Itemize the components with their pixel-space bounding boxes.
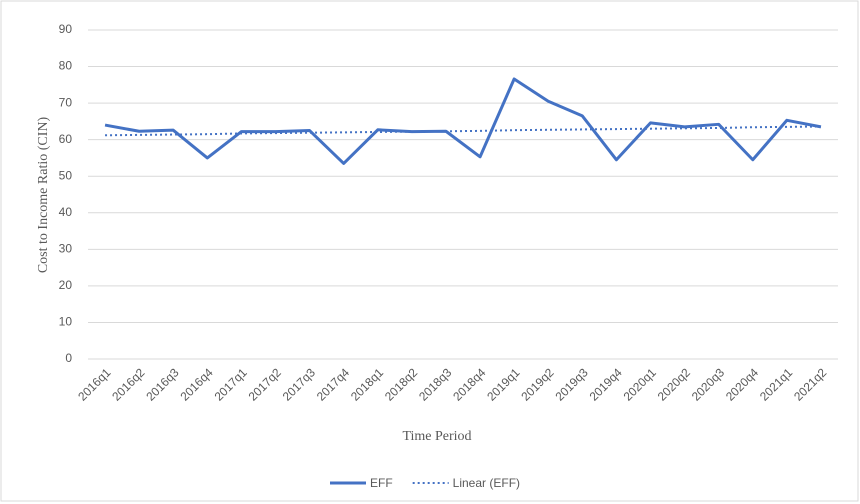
y-tick-label: 70	[59, 95, 73, 109]
y-tick-label: 30	[59, 242, 73, 256]
y-tick-label: 80	[59, 59, 73, 73]
y-axis-title: Cost to Income Ratio (CIN)	[36, 117, 51, 274]
y-tick-label: 20	[59, 278, 73, 292]
y-tick-label: 0	[65, 351, 72, 365]
legend-label: Linear (EFF)	[453, 476, 520, 490]
x-axis-title: Time Period	[402, 429, 471, 444]
y-tick-label: 50	[59, 168, 73, 182]
y-tick-label: 60	[59, 132, 73, 146]
line-series	[105, 125, 821, 137]
legend-label: EFF	[370, 476, 393, 490]
y-tick-label: 90	[59, 22, 73, 36]
y-tick-label: 40	[59, 205, 73, 219]
y-tick-label: 10	[59, 315, 73, 329]
line-series	[104, 77, 822, 165]
